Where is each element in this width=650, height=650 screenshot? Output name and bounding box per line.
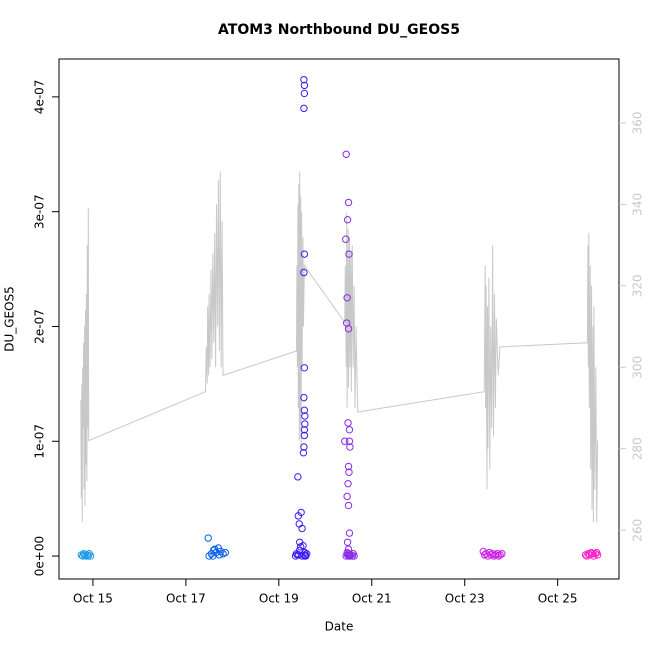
point xyxy=(86,552,95,560)
point xyxy=(343,551,352,559)
point xyxy=(294,473,302,481)
point xyxy=(496,551,504,559)
point xyxy=(344,462,353,471)
point xyxy=(300,426,309,434)
point xyxy=(301,412,309,420)
point xyxy=(217,547,225,556)
point xyxy=(295,551,303,559)
secondary-line xyxy=(80,171,599,523)
point xyxy=(345,529,354,537)
x-tick-label: Oct 17 xyxy=(166,592,206,606)
point xyxy=(210,546,218,555)
y-tick-label: 1e-07 xyxy=(33,424,47,459)
point xyxy=(345,468,353,476)
y2-tick-label: 280 xyxy=(631,437,645,460)
point xyxy=(343,216,352,224)
point xyxy=(498,550,506,558)
point xyxy=(343,492,351,501)
point xyxy=(300,268,308,277)
point xyxy=(303,550,311,558)
point xyxy=(344,419,352,427)
y-tick-label: 4e-07 xyxy=(33,80,47,115)
x-tick-label: Oct 23 xyxy=(445,592,485,606)
point xyxy=(346,443,354,451)
point xyxy=(300,406,309,414)
y2-tick-label: 360 xyxy=(631,111,645,134)
point xyxy=(298,524,306,533)
y2-tick-label: 260 xyxy=(631,519,645,542)
point xyxy=(221,548,230,557)
y-tick-label: 3e-07 xyxy=(33,194,47,229)
point xyxy=(300,75,308,84)
point xyxy=(593,551,602,559)
point xyxy=(344,325,353,333)
y2-tick-label: 300 xyxy=(631,356,645,379)
x-tick-label: Oct 19 xyxy=(259,592,299,606)
point xyxy=(299,449,308,457)
y-tick-label: 0e+00 xyxy=(33,536,47,576)
point xyxy=(300,89,309,98)
point xyxy=(344,480,352,488)
point xyxy=(298,552,306,560)
point xyxy=(341,437,349,445)
point xyxy=(204,534,212,542)
point xyxy=(79,550,88,558)
point xyxy=(83,551,92,559)
chart-title: ATOM3 Northbound DU_GEOS5 xyxy=(218,22,460,38)
point xyxy=(300,104,308,113)
point xyxy=(300,431,309,440)
point xyxy=(205,552,213,560)
point xyxy=(300,443,308,451)
point xyxy=(343,538,352,546)
x-tick-label: Oct 21 xyxy=(352,592,392,606)
point xyxy=(344,501,353,510)
x-tick-label: Oct 15 xyxy=(73,592,113,606)
point xyxy=(297,508,305,517)
point xyxy=(300,364,309,372)
point xyxy=(300,393,308,402)
y2-tick-label: 340 xyxy=(631,193,645,216)
y-tick-label: 2e-07 xyxy=(33,309,47,344)
point xyxy=(342,552,350,560)
y2-tick-label: 320 xyxy=(631,274,645,297)
x-axis-label: Date xyxy=(325,620,354,634)
point xyxy=(342,150,350,158)
point xyxy=(345,437,354,445)
point xyxy=(342,235,350,243)
x-tick-label: Oct 25 xyxy=(538,592,578,606)
point xyxy=(300,250,309,258)
point xyxy=(343,294,351,302)
point xyxy=(345,426,354,434)
y-axis-label: DU_GEOS5 xyxy=(3,286,17,352)
point xyxy=(345,250,353,258)
point xyxy=(300,81,309,90)
point xyxy=(301,420,309,428)
point xyxy=(344,198,353,207)
